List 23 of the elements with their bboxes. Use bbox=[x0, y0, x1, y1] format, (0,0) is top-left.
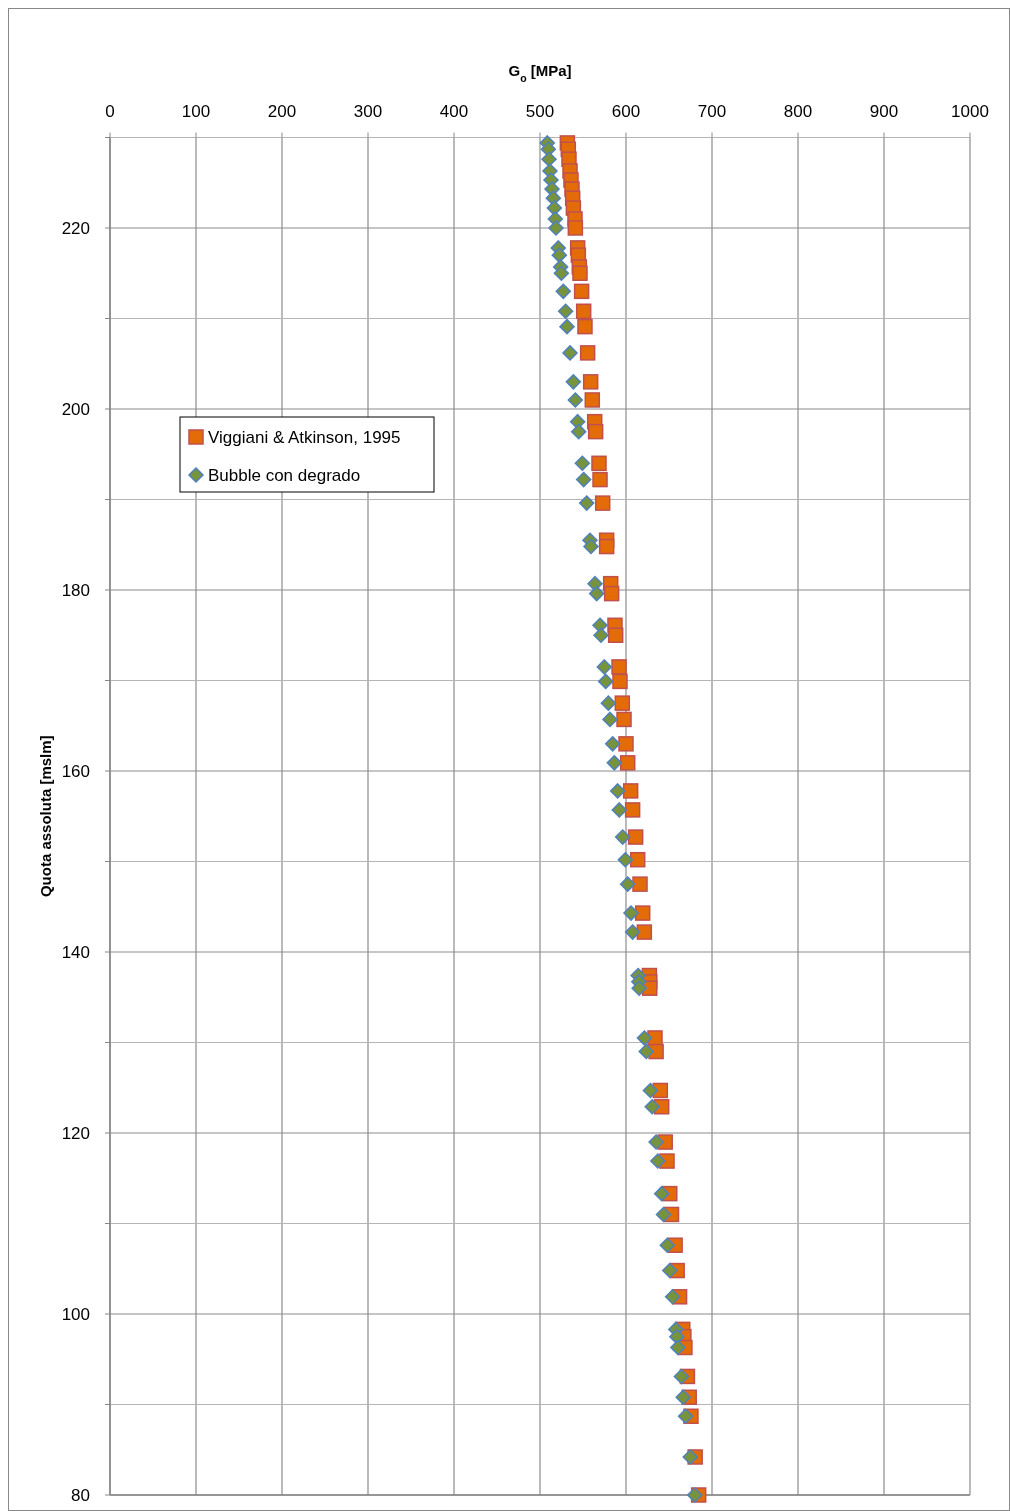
x-tick-label: 300 bbox=[353, 102, 383, 121]
y-tick-label: 140 bbox=[61, 943, 90, 962]
x-tick-label: 600 bbox=[611, 102, 641, 121]
x-tick-label: 100 bbox=[181, 102, 211, 121]
y-tick-label: 200 bbox=[61, 400, 90, 419]
y-tick-label: 100 bbox=[61, 1305, 90, 1324]
x-tick-label: 1000 bbox=[951, 102, 989, 121]
x-tick-label: 700 bbox=[697, 102, 727, 121]
y-tick-label: 160 bbox=[61, 762, 90, 781]
y-tick-label: 80 bbox=[71, 1486, 90, 1505]
legend-label: Bubble con degrado bbox=[208, 466, 361, 485]
y-tick-label: 180 bbox=[61, 581, 90, 600]
y-tick-label: 220 bbox=[61, 219, 90, 238]
legend-label: Viggiani & Atkinson, 1995 bbox=[208, 428, 401, 447]
y-tick-label: 120 bbox=[61, 1124, 90, 1143]
x-tick-label: 400 bbox=[439, 102, 469, 121]
y-axis-title: Quota assoluta [mslm] bbox=[37, 735, 54, 898]
x-tick-label: 800 bbox=[783, 102, 813, 121]
x-tick-label: 0 bbox=[105, 102, 115, 121]
x-axis-title: G$_{o}$ [MPa] bbox=[508, 62, 572, 84]
x-tick-label: 900 bbox=[869, 102, 899, 121]
x-tick-label: 500 bbox=[525, 102, 555, 121]
x-tick-label: 200 bbox=[267, 102, 297, 121]
